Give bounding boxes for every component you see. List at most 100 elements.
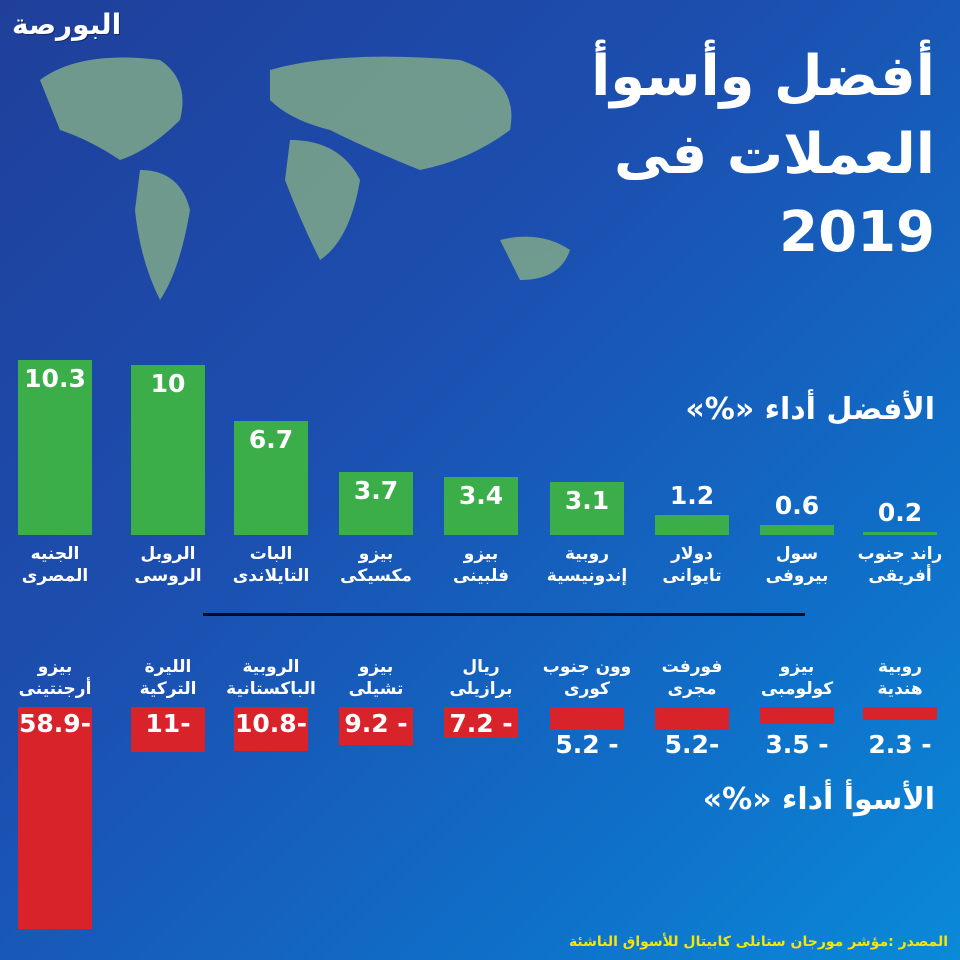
category-label-line: دولار [671,544,713,564]
category-label-line: بيزو [779,657,815,677]
category-label-line: بيزو [358,544,394,564]
worst-category-label: بيزو كولومبى [742,656,852,700]
worst-bar [444,707,518,738]
category-label-line: هندية [877,679,923,699]
best-category-label: البات التايلاندى [216,543,326,587]
category-label-line: كولومبى [760,679,834,699]
best-value-label: 0.6 [774,490,820,520]
category-label-line: بيزو [463,544,499,564]
worst-category-label: روبية هندية [845,656,955,700]
worst-category-label: وون جنوب كورى [532,656,642,700]
category-label-line: المصرى [21,566,89,586]
worst-bar [234,707,308,751]
category-label-line: بيزو [358,657,394,677]
worst-value-label: 10.8- [234,709,308,738]
worst-category-label: ريال برازيلى [426,656,536,700]
category-label-line: برازيلى [449,679,513,699]
category-label-line: مكسيكى [340,566,412,586]
worst-value-label: 58.9- [18,709,92,738]
best-category-label: دولار تايوانى [637,543,747,587]
best-bar [444,477,518,535]
category-label-line: ريال [462,657,500,677]
best-category-label: روبية إندونيسية [532,543,642,587]
category-label-line: إندونيسية [546,566,628,586]
best-value-label: 10 [150,369,186,398]
best-category-label: الروبل الروسى [113,543,223,587]
title: أفضل وأسوأ العملات فى 2019 [591,38,935,272]
worst-value-label: 3.5 - [765,730,829,759]
worst-bar [863,707,937,720]
best-value-label: 3.1 [564,486,610,516]
worst-bar [550,707,624,731]
category-label-line: راند جنوب [857,544,943,564]
best-value-label: 6.7 [248,425,294,455]
worst-category-label: بيزو تشيلى [321,656,431,700]
best-value-label: 3.4 [458,481,504,511]
category-label-line: مجرى [667,679,717,699]
worst-bar [18,707,92,929]
category-label-line: الروبية [242,657,300,677]
category-label-line: أرجنتينى [18,679,92,699]
best-bar [339,472,413,535]
best-bar [863,531,937,535]
world-map-illustration [40,56,570,300]
best-heading: الأفضل أداء «%» [685,392,935,427]
best-category-label: بيزو فلبينى [426,543,536,587]
best-bar [760,524,834,535]
worst-value-label: 9.2 - [344,709,408,738]
category-label-line: البات [249,544,293,564]
best-value-label: 3.7 [353,476,399,506]
title-line-2: العملات فى [614,122,935,187]
source-note: المصدر :مؤشر مورجان ستانلى كابيتال للأسو… [568,934,948,950]
best-value-label: 10.3 [24,363,86,393]
category-label-line: التايلاندى [232,566,310,586]
worst-category-label: الليرة التركية [113,656,223,700]
best-bar [18,359,92,535]
best-category-label: بيزو مكسيكى [321,543,431,587]
category-label-line: بيروفى [765,566,829,586]
category-label-line: الباكستانية [226,679,316,699]
worst-value-label: 5.2 - [555,730,619,759]
best-category-label: سول بيروفى [742,543,852,587]
worst-bar [131,707,205,752]
worst-category-label: فورفت مجرى [637,656,747,700]
category-label-line: كورى [564,679,610,699]
category-label-line: التركية [139,679,197,699]
category-label-line: الروبل [140,544,196,564]
best-category-label: الجنيه المصرى [0,543,110,587]
category-label-line: فورفت [661,657,723,677]
best-value-label: 0.2 [877,497,923,527]
worst-value-label: 2.3 - [868,730,932,759]
category-label-line: سول [775,544,819,564]
worst-value-label: 11- [145,709,191,738]
category-label-line: أفريقى [868,566,932,586]
divider-line [203,613,805,616]
category-label-line: روبية [565,544,609,564]
category-label-line: الروسى [134,566,202,586]
title-line-1: أفضل وأسوأ [591,44,935,109]
category-label-line: تشيلى [348,679,404,699]
best-bar [550,482,624,535]
title-line-3: 2019 [779,200,935,265]
worst-category-label: الروبية الباكستانية [216,656,326,700]
worst-category-label: بيزو أرجنتينى [0,656,110,700]
best-value-label: 1.2 [669,480,715,510]
best-bar [655,514,729,535]
category-label-line: الجنيه [30,544,80,564]
best-bar [131,365,205,535]
worst-value-label: 5.2- [664,730,720,759]
category-label-line: الليرة [144,657,192,677]
category-label-line: روبية [878,657,922,677]
worst-bar [339,707,413,746]
logo: البورصة [12,8,122,41]
worst-bar [760,707,834,724]
category-label-line: تايوانى [662,566,722,586]
worst-value-label: 7.2 - [449,709,513,738]
worst-heading: الأسوأ أداء «%» [702,782,935,817]
category-label-line: بيزو [37,657,73,677]
best-category-label: راند جنوب أفريقى [845,543,955,587]
category-label-line: فلبينى [452,566,510,586]
category-label-line: وون جنوب [542,657,632,677]
best-bar [234,421,308,535]
